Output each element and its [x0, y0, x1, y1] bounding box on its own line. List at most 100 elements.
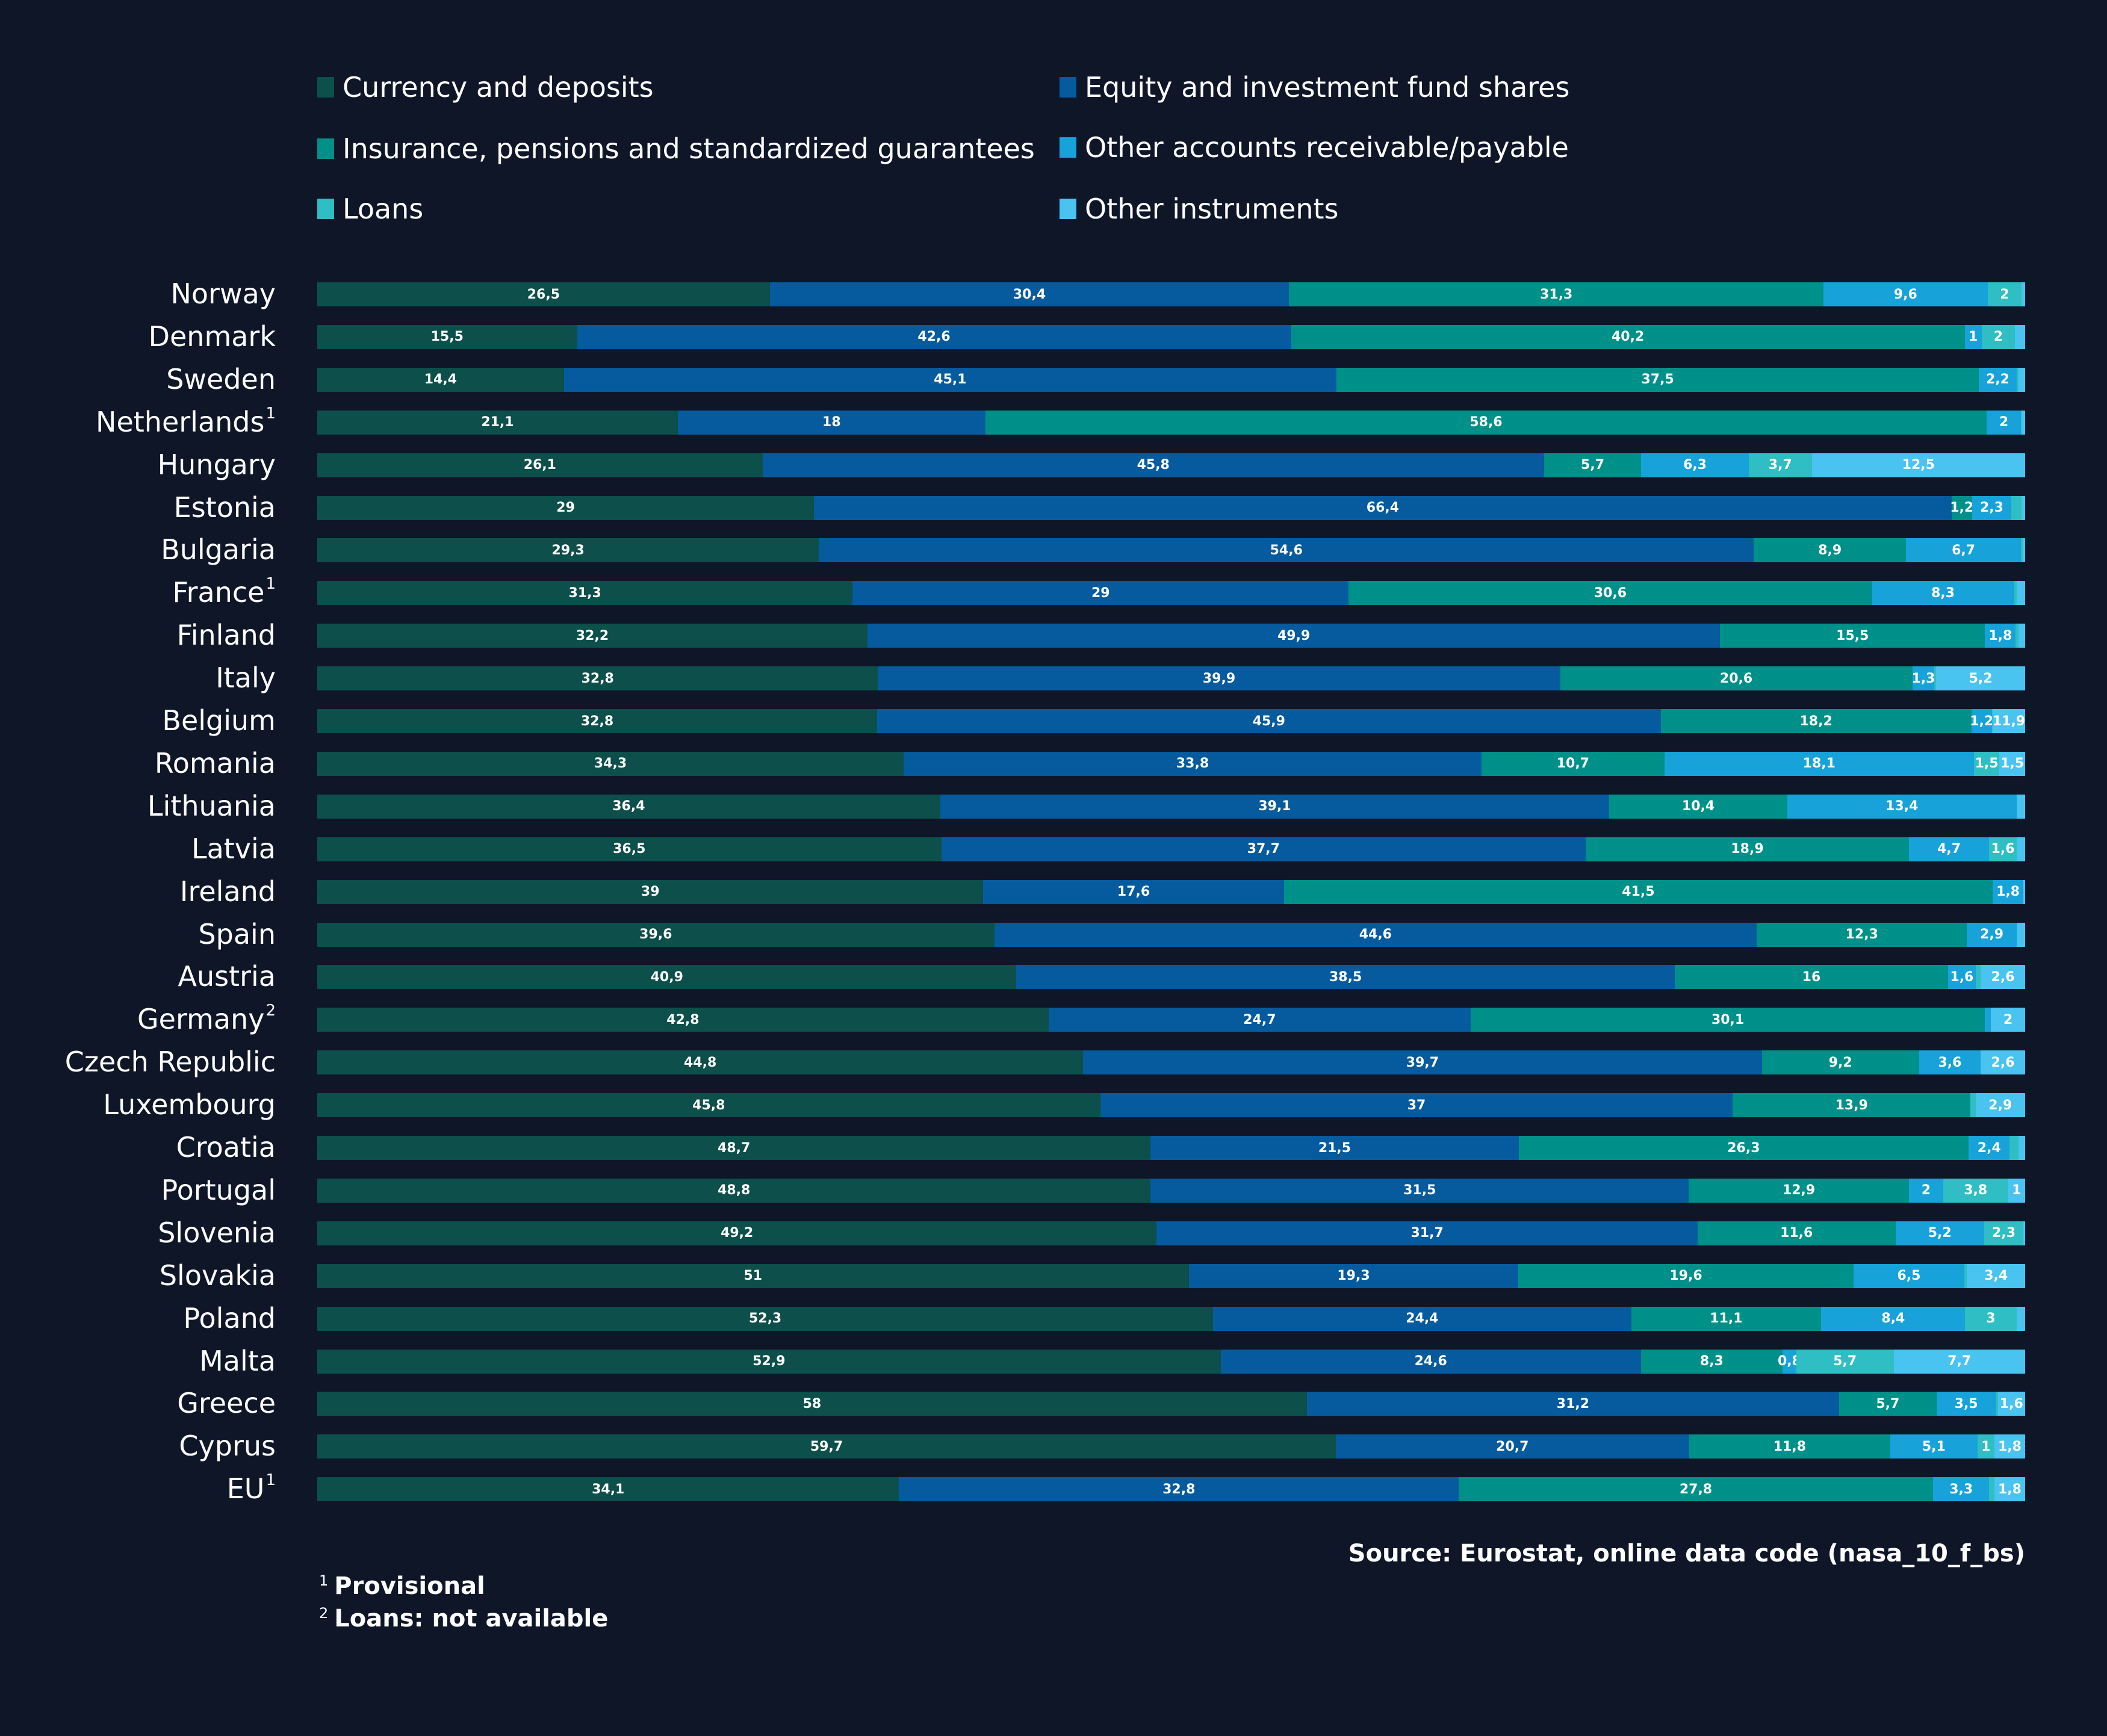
data-label: 40,2 — [1612, 329, 1645, 345]
bar-segment-currency-and-deposits: 39 — [317, 879, 984, 904]
data-label: 8,3 — [1931, 585, 1955, 601]
data-label: 3,3 — [1949, 1481, 1973, 1497]
category-label: Luxembourg — [103, 1091, 276, 1118]
bar-segment-other-accounts-receivable-payable: 3,5 — [1936, 1392, 1996, 1416]
bar-segment-insurance-pensions-and-standardized-guarantees: 11,1 — [1631, 1306, 1822, 1331]
category-name: Cyprus — [179, 1430, 276, 1463]
bar-row: 45,8 37 13,9 2,9 — [317, 1093, 2025, 1118]
bar-segment-equity-and-investment-fund-shares: 17,6 — [983, 879, 1284, 904]
data-label: 49,2 — [721, 1226, 754, 1241]
bar-segment-loans: 1,6 — [1989, 837, 2017, 861]
bar-segment-other-instruments: 2,9 — [1975, 1093, 2025, 1118]
bar-segment-other-instruments — [2016, 1306, 2025, 1331]
data-label: 24,6 — [1414, 1354, 1447, 1369]
bar-segment-insurance-pensions-and-standardized-guarantees: 11,6 — [1697, 1221, 1896, 1245]
bar-segment-currency-and-deposits: 49,2 — [317, 1221, 1157, 1245]
bar-segment-insurance-pensions-and-standardized-guarantees: 10,7 — [1481, 751, 1665, 776]
footnote-text: Loans: not available — [334, 1605, 609, 1632]
data-label: 39,6 — [639, 927, 672, 942]
source-note: Source: Eurostat, online data code (nasa… — [1348, 1540, 2025, 1567]
data-label: 54,6 — [1270, 542, 1303, 558]
data-label: 27,8 — [1679, 1481, 1713, 1497]
data-label: 34,1 — [592, 1481, 625, 1497]
data-label: 33,8 — [1176, 756, 1209, 772]
bar-segment-equity-and-investment-fund-shares: 54,6 — [819, 538, 1754, 563]
data-label: 52,3 — [748, 1311, 782, 1327]
data-label: 31,5 — [1403, 1183, 1436, 1198]
footnote-mark: 1 — [319, 1572, 329, 1589]
bar-segment-other-instruments: 1,5 — [1999, 751, 2025, 776]
data-label: 2 — [2003, 1012, 2013, 1028]
data-label: 31,7 — [1410, 1226, 1444, 1241]
bar-segment-other-accounts-receivable-payable: 1,3 — [1912, 666, 1935, 691]
data-label: 38,5 — [1329, 969, 1362, 985]
data-label: 3,4 — [1984, 1268, 2008, 1284]
data-label: 37 — [1407, 1097, 1426, 1113]
bar-segment-other-instruments — [2022, 495, 2025, 520]
category-name: Estonia — [173, 491, 276, 524]
category-label: Belgium — [162, 707, 276, 734]
footnote-marker: 1 — [265, 575, 276, 594]
bar-segment-other-accounts-receivable-payable: 2 — [1909, 1178, 1943, 1203]
bar-segment-other-instruments: 1,8 — [1994, 1434, 2025, 1459]
bar-segment-loans — [1991, 709, 1993, 733]
data-label: 7,7 — [1947, 1354, 1972, 1369]
bar-segment-currency-and-deposits: 21,1 — [317, 410, 678, 435]
data-label: 11,1 — [1710, 1311, 1743, 1327]
data-label: 18 — [822, 415, 841, 430]
category-name: Belgium — [162, 704, 276, 737]
bar-row: 34,1 32,8 27,8 3,3 1,8 — [317, 1477, 2025, 1502]
bar-segment-insurance-pensions-and-standardized-guarantees: 1,2 — [1950, 495, 1974, 520]
legend-swatch — [1060, 199, 1076, 219]
data-label: 15,5 — [430, 329, 464, 345]
bar-segment-loans — [1989, 1477, 1994, 1502]
category-label: Bulgaria — [161, 536, 276, 563]
bar-row: 48,7 21,5 26,3 2,4 — [317, 1136, 2025, 1160]
bar-segment-other-instruments — [2016, 581, 2025, 606]
bar-segment-other-accounts-receivable-payable: 5,2 — [1895, 1221, 1984, 1245]
bar-segment-insurance-pensions-and-standardized-guarantees: 13,9 — [1733, 1093, 1971, 1118]
data-label: 31,3 — [1540, 287, 1573, 302]
data-label: 1,5 — [2000, 756, 2025, 772]
category-label: Estonia — [174, 494, 276, 521]
bar-segment-insurance-pensions-and-standardized-guarantees: 41,5 — [1283, 879, 1993, 904]
bar-segment-currency-and-deposits: 42,8 — [317, 1008, 1049, 1032]
data-label: 6,3 — [1683, 457, 1707, 473]
legend-label: Equity and investment fund shares — [1085, 71, 1570, 104]
bar-segment-insurance-pensions-and-standardized-guarantees: 10,4 — [1609, 794, 1787, 819]
data-label: 15,5 — [1836, 628, 1869, 643]
bar-segment-currency-and-deposits: 26,1 — [317, 453, 763, 477]
bar-segment-equity-and-investment-fund-shares: 66,4 — [814, 495, 1952, 520]
bar-segment-other-accounts-receivable-payable: 1 — [1964, 324, 1982, 349]
footnote-marker: 1 — [265, 404, 276, 423]
bar-segment-other-instruments: 11,9 — [1993, 709, 2025, 733]
legend-item: Equity and investment fund shares — [1060, 71, 1569, 104]
bar-segment-currency-and-deposits: 29,3 — [317, 538, 819, 563]
bar-segment-other-instruments — [2022, 410, 2025, 435]
bar-segment-loans: 5,7 — [1796, 1349, 1894, 1374]
bar-segment-equity-and-investment-fund-shares: 42,6 — [577, 324, 1291, 349]
data-label: 45,8 — [1137, 457, 1170, 473]
bar-row: 59,7 20,7 11,8 5,1 1 1,8 — [317, 1434, 2025, 1459]
legend-label: Insurance, pensions and standardized gua… — [343, 132, 1035, 165]
bar-segment-insurance-pensions-and-standardized-guarantees: 15,5 — [1720, 624, 1985, 648]
data-label: 13,4 — [1885, 799, 1919, 814]
bar-segment-currency-and-deposits: 15,5 — [317, 324, 577, 349]
bar-segment-loans — [2014, 581, 2017, 606]
data-label: 12,5 — [1902, 457, 1935, 473]
data-label: 14,4 — [424, 372, 458, 388]
data-label: 20,6 — [1719, 671, 1753, 686]
legend-label: Loans — [343, 193, 424, 225]
bar-row: 40,9 38,5 16 1,6 2,6 — [317, 965, 2025, 990]
data-label: 1,2 — [1950, 500, 1974, 515]
bar-segment-currency-and-deposits: 48,7 — [317, 1136, 1151, 1160]
bar-segment-currency-and-deposits: 36,5 — [317, 837, 942, 861]
data-label: 36,5 — [613, 842, 646, 857]
category-label: Austria — [178, 963, 276, 990]
bar-row: 51 19,3 19,6 6,5 3,4 — [317, 1263, 2025, 1288]
data-label: 30,4 — [1013, 287, 1046, 302]
bar-segment-other-instruments: 2 — [1991, 1008, 2025, 1032]
bar-segment-equity-and-investment-fund-shares: 37 — [1100, 1093, 1733, 1118]
bar-segment-insurance-pensions-and-standardized-guarantees: 18,2 — [1660, 709, 1972, 733]
category-name: Norway — [170, 277, 276, 310]
